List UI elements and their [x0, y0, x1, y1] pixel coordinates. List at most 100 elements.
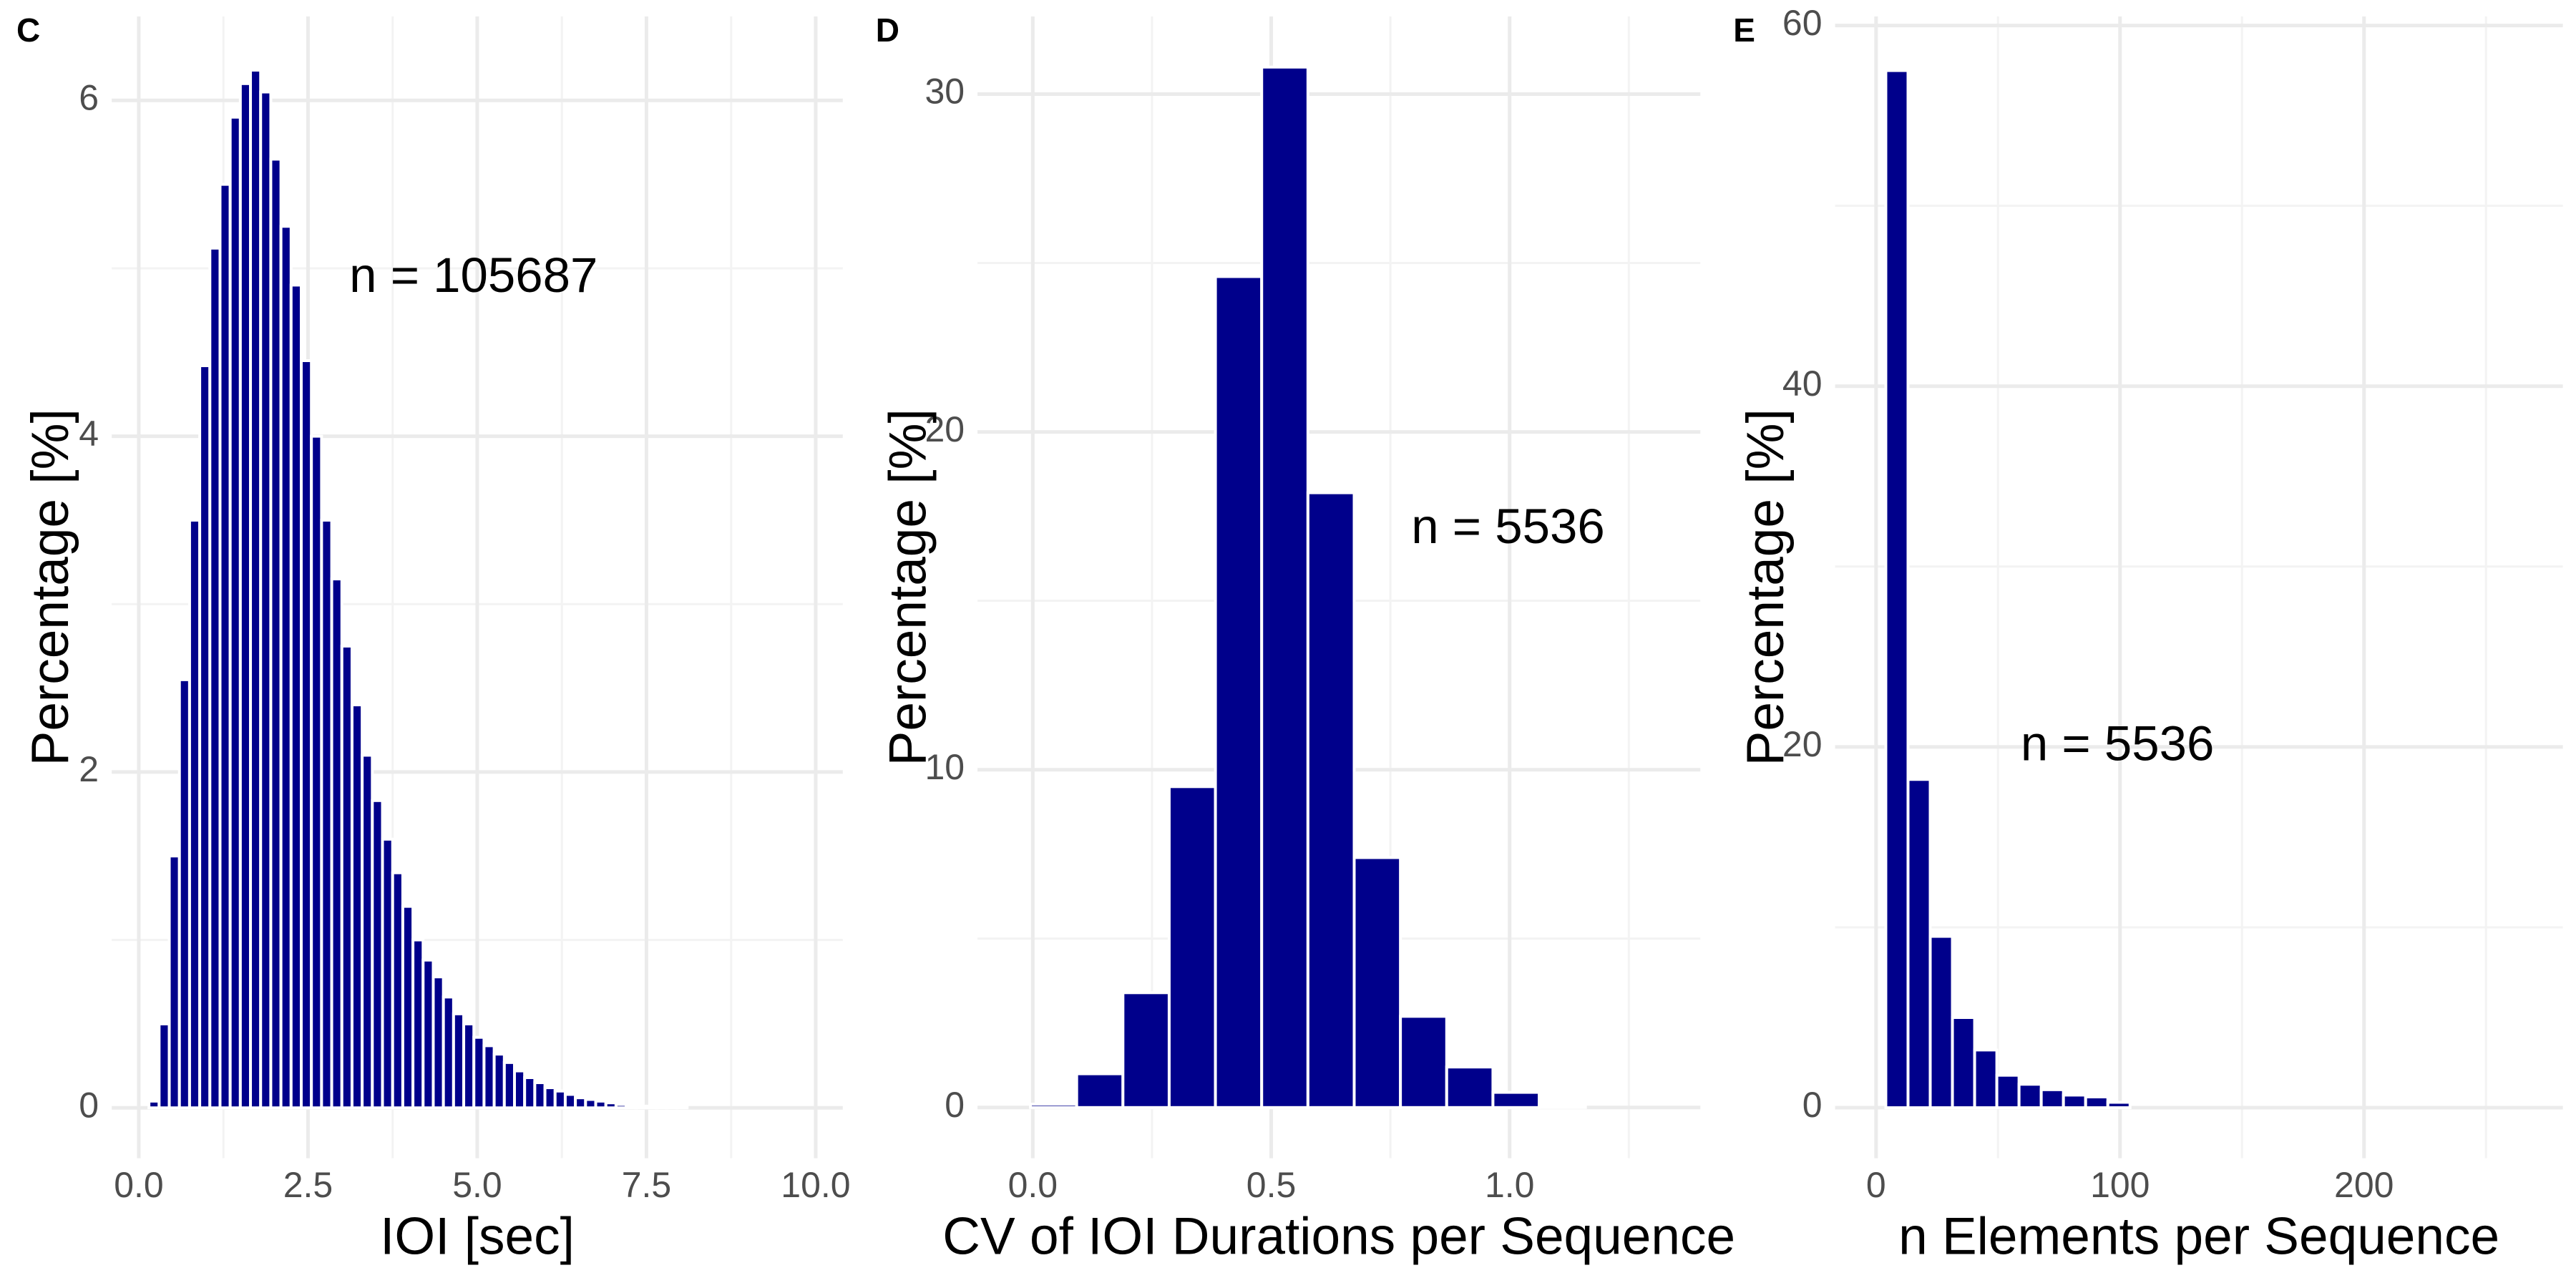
bar [289, 283, 303, 1110]
y-tick-label: 40 [1782, 364, 1823, 404]
bar [452, 1012, 466, 1110]
bar [1029, 1103, 1078, 1109]
y-tick-label: 20 [1782, 724, 1823, 764]
bar [1973, 1048, 1999, 1110]
bar [218, 182, 232, 1110]
annotation: n = 5536 [1411, 499, 1605, 554]
bar [1995, 1073, 2021, 1110]
bar [2062, 1093, 2087, 1110]
bar [1906, 778, 1932, 1110]
bar [594, 1099, 608, 1110]
annotation: n = 5536 [2021, 716, 2215, 771]
bar [2039, 1088, 2065, 1110]
bar [431, 975, 445, 1110]
bar [177, 678, 191, 1110]
panel-label: D [876, 11, 899, 49]
bar [1538, 1103, 1587, 1109]
bar [472, 1035, 486, 1110]
y-tick-label: 6 [79, 77, 99, 117]
bar [1306, 491, 1356, 1109]
y-tick-label: 30 [924, 72, 965, 112]
x-tick-label: 7.5 [622, 1165, 672, 1205]
y-axis-title: Percentage [%] [1737, 409, 1795, 766]
bar [1075, 1072, 1125, 1109]
bar [187, 518, 202, 1110]
x-tick-label: 2.5 [283, 1165, 333, 1205]
bar [238, 82, 253, 1110]
bar [441, 995, 455, 1110]
bar [167, 854, 181, 1110]
bar [655, 1106, 668, 1110]
x-tick-label: 0.0 [114, 1165, 164, 1205]
bar [482, 1044, 496, 1110]
bar [665, 1106, 679, 1110]
bar [2106, 1101, 2132, 1110]
bar [391, 871, 404, 1110]
bar [1260, 65, 1309, 1109]
x-tick-label: 10.0 [781, 1165, 850, 1205]
bar [1928, 935, 1954, 1110]
bar [625, 1103, 638, 1110]
x-tick-label: 0 [1866, 1165, 1886, 1205]
bar [584, 1098, 597, 1110]
bar [259, 90, 273, 1110]
bar [645, 1104, 658, 1110]
bar [279, 225, 293, 1110]
bar [614, 1103, 628, 1110]
bar [462, 1022, 476, 1110]
x-tick-label: 5.0 [452, 1165, 502, 1205]
panel: 0 10 20 30 0.0 0.5 1.0CV of IOI Durations per … [876, 11, 1735, 1266]
bar [1352, 856, 1402, 1109]
bar [401, 904, 415, 1110]
bar [492, 1053, 506, 1110]
bar [147, 1099, 161, 1110]
bar [157, 1022, 171, 1110]
bar [1399, 1015, 1448, 1109]
bar [1491, 1091, 1541, 1109]
bar [1121, 991, 1171, 1109]
bar [361, 753, 374, 1110]
bar [2084, 1095, 2109, 1110]
bar [411, 938, 425, 1110]
y-tick-label: 0 [945, 1085, 965, 1125]
y-tick-label: 10 [924, 747, 965, 787]
bar [371, 799, 384, 1110]
bar [198, 364, 212, 1110]
x-axis-title: IOI [sec] [380, 1208, 575, 1266]
y-tick-label: 60 [1782, 3, 1823, 43]
bar [1167, 785, 1217, 1109]
y-axis-title: Percentage [%] [879, 409, 937, 766]
bar [208, 246, 222, 1110]
bar [543, 1086, 557, 1110]
bar [635, 1104, 648, 1110]
bar [553, 1089, 567, 1110]
bar [320, 518, 333, 1110]
bar [1951, 1016, 1976, 1110]
x-tick-label: 1.0 [1485, 1165, 1535, 1205]
bar [604, 1101, 618, 1110]
y-tick-label: 4 [79, 414, 99, 454]
bar [533, 1081, 547, 1110]
bar [1884, 69, 1910, 1110]
x-tick-label: 0.0 [1008, 1165, 1058, 1205]
bar [523, 1075, 537, 1110]
bar [300, 359, 313, 1110]
bar [228, 115, 242, 1110]
bar [421, 958, 435, 1110]
bar [1445, 1065, 1495, 1109]
x-axis-title: n Elements per Sequence [1898, 1208, 2499, 1266]
bar [563, 1093, 577, 1110]
bar [330, 577, 343, 1110]
x-tick-label: 200 [2334, 1165, 2394, 1205]
y-tick-label: 2 [79, 749, 99, 789]
bar [512, 1069, 527, 1110]
x-tick-label: 0.5 [1246, 1165, 1297, 1205]
y-tick-label: 0 [79, 1085, 99, 1125]
y-tick-label: 0 [1802, 1085, 1823, 1125]
x-tick-label: 100 [2090, 1165, 2150, 1205]
bar [249, 69, 263, 1110]
bar [574, 1096, 587, 1110]
bar [269, 157, 283, 1110]
